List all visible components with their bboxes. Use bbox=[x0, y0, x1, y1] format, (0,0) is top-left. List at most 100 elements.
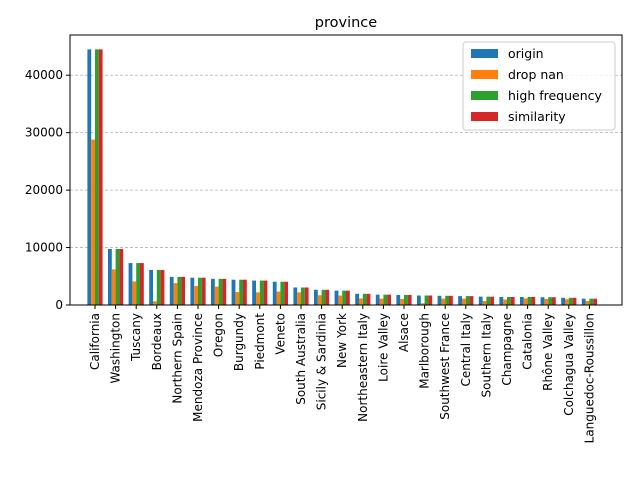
bar-origin bbox=[190, 277, 195, 305]
bar-similarity bbox=[201, 277, 206, 305]
bar-origin bbox=[211, 278, 215, 305]
bar-drop-nan bbox=[173, 283, 178, 305]
x-tick-label: Northern Spain bbox=[170, 313, 184, 404]
x-tick-label: California bbox=[88, 313, 102, 370]
x-tick-label: Marlborough bbox=[418, 313, 432, 389]
bar-drop-nan bbox=[132, 281, 137, 305]
bar-high-frequency bbox=[95, 49, 99, 306]
bar-origin bbox=[334, 290, 339, 305]
x-tick-label: Burgundy bbox=[232, 313, 246, 371]
x-tick-label: Veneto bbox=[273, 313, 287, 355]
bar-drop-nan bbox=[338, 295, 343, 305]
bar-origin bbox=[128, 263, 133, 305]
x-tick-label: Southwest France bbox=[438, 313, 452, 420]
bar-similarity bbox=[119, 248, 124, 305]
y-tick-label: 20000 bbox=[25, 183, 63, 197]
bar-origin bbox=[293, 287, 298, 305]
bar-high-frequency bbox=[156, 269, 161, 305]
bar-high-frequency bbox=[527, 296, 532, 305]
bar-similarity bbox=[304, 287, 309, 305]
x-tick-label: Loire Valley bbox=[376, 313, 390, 382]
bar-drop-nan bbox=[276, 291, 281, 305]
x-tick-label: Rhône Valley bbox=[541, 313, 555, 391]
bar-high-frequency bbox=[486, 296, 491, 305]
bar-origin bbox=[375, 294, 380, 305]
bar-similarity bbox=[428, 295, 433, 305]
bar-high-frequency bbox=[280, 281, 285, 305]
bar-origin bbox=[499, 296, 504, 305]
bar-high-frequency bbox=[589, 298, 594, 305]
bar-origin bbox=[437, 295, 442, 305]
bar-drop-nan bbox=[379, 298, 384, 305]
chart-title: province bbox=[315, 15, 377, 31]
bar-drop-nan bbox=[111, 269, 116, 305]
x-tick-label: Southern Italy bbox=[479, 313, 493, 397]
x-tick-label: Sicily & Sardinia bbox=[315, 313, 329, 410]
bar-drop-nan bbox=[400, 298, 404, 305]
bar-drop-nan bbox=[565, 299, 569, 305]
bars bbox=[87, 49, 597, 306]
x-tick-label: Colchagua Valley bbox=[562, 313, 576, 416]
bar-similarity bbox=[510, 296, 515, 305]
x-tick-label: South Australia bbox=[294, 313, 308, 405]
bar-similarity bbox=[469, 296, 474, 305]
legend-swatch bbox=[471, 91, 498, 100]
legend-label: origin bbox=[508, 46, 544, 61]
bar-similarity bbox=[243, 279, 247, 305]
bar-origin bbox=[231, 279, 236, 305]
bar-high-frequency bbox=[321, 289, 326, 305]
bar-similarity bbox=[407, 294, 412, 305]
bar-similarity bbox=[325, 289, 330, 305]
x-tick-label: Central Italy bbox=[459, 313, 473, 387]
bar-origin bbox=[355, 293, 359, 305]
bar-high-frequency bbox=[136, 263, 140, 305]
bar-high-frequency bbox=[301, 287, 305, 305]
x-tick-label: Languedoc-Roussillon bbox=[582, 313, 596, 443]
bar-high-frequency bbox=[404, 294, 408, 305]
bar-origin bbox=[520, 296, 524, 305]
x-tick-label: Bordeaux bbox=[150, 313, 164, 370]
bar-similarity bbox=[346, 290, 350, 305]
bar-drop-nan bbox=[194, 286, 198, 305]
bar-high-frequency bbox=[362, 293, 367, 305]
bar-similarity bbox=[593, 298, 597, 305]
y-tick-label: 10000 bbox=[25, 241, 63, 255]
bar-high-frequency bbox=[259, 280, 264, 305]
legend: origin drop nan high frequency similarity bbox=[462, 41, 616, 131]
x-tick-label: Mendoza Province bbox=[191, 313, 205, 422]
bar-high-frequency bbox=[465, 296, 470, 305]
y-tick-label: 0 bbox=[55, 298, 63, 312]
legend-label: similarity bbox=[508, 109, 566, 124]
x-tick-label: Catalonia bbox=[521, 313, 535, 370]
bar-drop-nan bbox=[523, 298, 528, 305]
bar-similarity bbox=[449, 295, 453, 305]
bar-drop-nan bbox=[256, 292, 260, 305]
bar-similarity bbox=[531, 296, 536, 305]
bar-similarity bbox=[284, 281, 288, 305]
bar-drop-nan bbox=[544, 298, 549, 305]
bar-high-frequency bbox=[507, 296, 511, 305]
y-tick-label: 30000 bbox=[25, 126, 63, 140]
bar-similarity bbox=[572, 297, 577, 305]
bar-origin bbox=[87, 49, 92, 306]
y-tick-label: 40000 bbox=[25, 68, 63, 82]
bar-similarity bbox=[490, 296, 494, 305]
bar-similarity bbox=[181, 276, 185, 305]
bar-origin bbox=[149, 269, 153, 305]
bar-similarity bbox=[263, 280, 268, 305]
bar-high-frequency bbox=[198, 277, 202, 305]
bar-high-frequency bbox=[342, 290, 346, 305]
bar-origin bbox=[478, 296, 483, 305]
bar-origin bbox=[417, 295, 421, 305]
bar-drop-nan bbox=[317, 295, 322, 305]
bar-drop-nan bbox=[297, 292, 301, 305]
bar-high-frequency bbox=[177, 276, 182, 305]
bar-high-frequency bbox=[239, 279, 243, 305]
bar-drop-nan bbox=[482, 300, 487, 305]
x-tick-label: Northeastern Italy bbox=[356, 313, 370, 422]
x-tick-label: Champagne bbox=[500, 313, 514, 386]
bar-high-frequency bbox=[218, 278, 223, 305]
legend-swatch bbox=[471, 70, 498, 79]
x-tick-label: Tuscany bbox=[129, 313, 143, 362]
